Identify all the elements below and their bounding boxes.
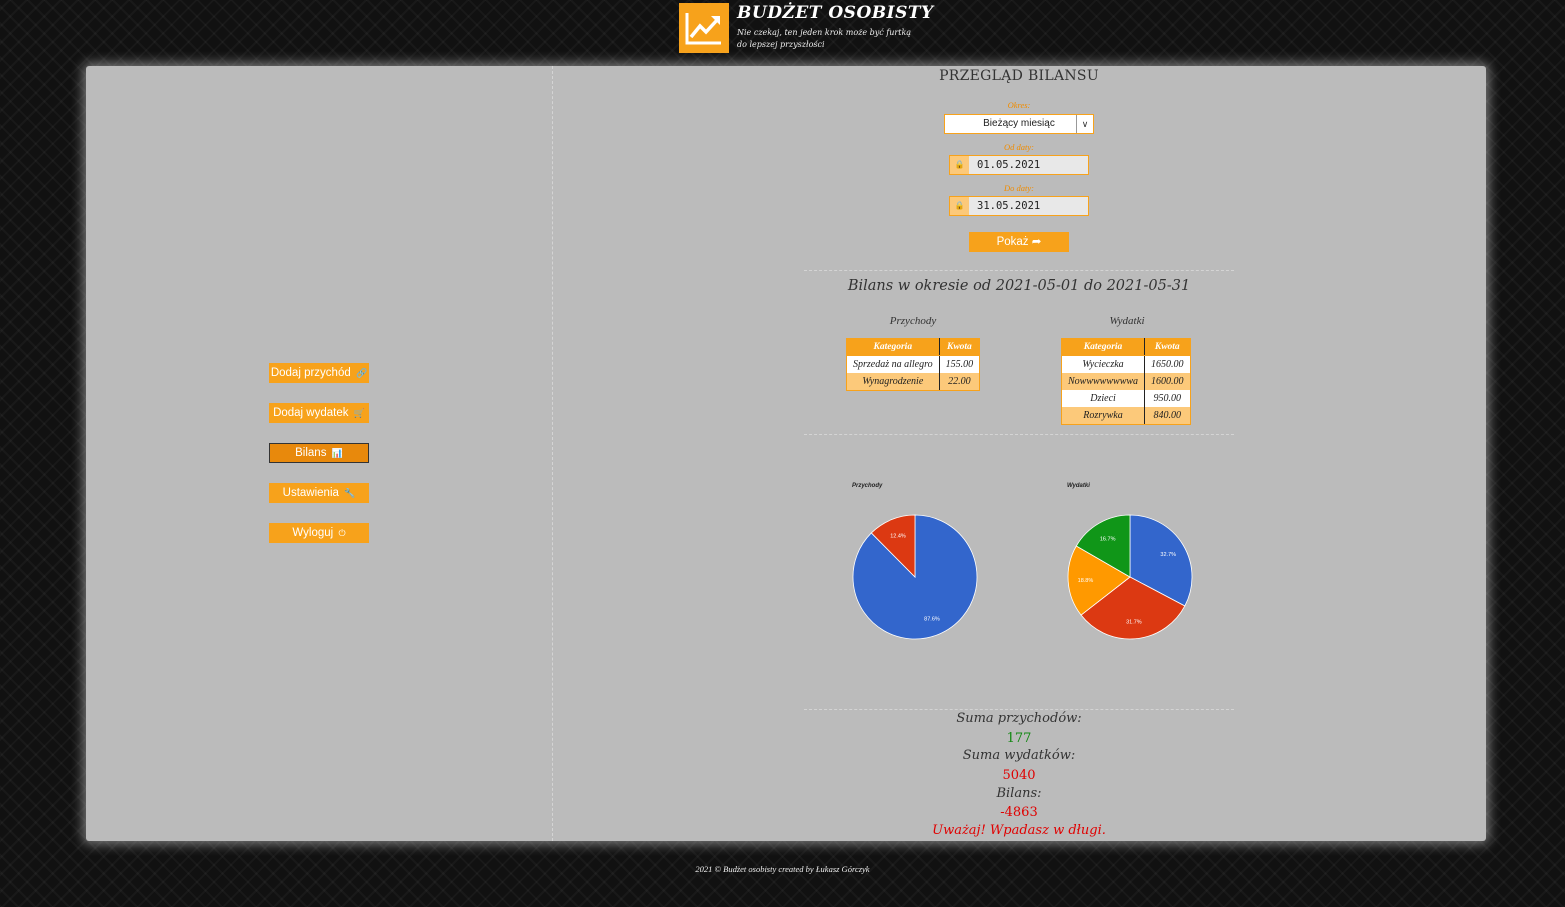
table-cell: Sprzedaż na allegro [846,355,940,373]
table-cell: Dzieci [1060,390,1146,407]
to-date-field[interactable]: 🔒 31.05.2021 [949,196,1089,216]
table-cell: 950.00 [1144,390,1191,407]
brand-subtitle-line: Nie czekaj, ten jeden krok może być furt… [737,28,912,37]
table-cell: 1600.00 [1144,373,1191,390]
from-date-label: Od daty: [1004,142,1034,152]
table-cell: Wycieczka [1060,355,1146,373]
income-sum-value: 177 [1006,731,1032,746]
show-button-label: Pokaż [996,236,1029,248]
brand-subtitle-line: do lepszej przyszłości [737,40,825,49]
settings-label: Ustawienia [282,487,339,499]
income-table: Kategoria Kwota Sprzedaż na allegro 155.… [846,338,981,391]
table-cell: Wynagrodzenie [846,373,940,391]
trending-up-icon [685,13,721,45]
column-header: Kategoria [846,338,940,356]
column-header: Kwota [1144,338,1191,356]
balance-label: Bilans [295,447,327,459]
table-row: Wycieczka 1650.00 [1060,355,1191,373]
wrench-icon: 🔧 [344,488,356,498]
pie-slice-label: 18.8% [1078,578,1094,584]
footer: 2021 © Budżet osobisty created by Łukasz… [695,864,870,874]
debt-warning: Uważaj! Wpadasz w długi. [932,823,1106,838]
table-row: Rozrywka 840.00 [1060,407,1191,425]
pie-slice-label: 32.7% [1160,552,1176,558]
section-divider [804,709,1234,710]
pie-slice[interactable] [1080,576,1186,640]
from-date-field[interactable]: 🔒 01.05.2021 [949,155,1089,175]
income-pie-chart: 87.6% 12.4% [852,514,978,640]
logo[interactable] [679,3,729,53]
page-title: PRZEGLĄD BILANSU [939,68,1099,84]
add-expense-button[interactable]: Dodaj wydatek 🛒 [269,403,369,423]
table-row: Dzieci 950.00 [1060,390,1191,407]
expenses-chart-title: Wydatki [1067,483,1090,489]
expense-sum-label: Suma wydatków: [962,748,1076,763]
period-label: Okres: [1007,100,1031,110]
brand-title: BUDŻET OSOBISTY [737,3,934,23]
to-date-value: 31.05.2021 [977,200,1041,212]
logout-label: Wyloguj [292,527,334,539]
column-header: Kwota [938,338,981,356]
bar-chart-icon: 📊 [331,448,343,458]
add-expense-label: Dodaj wydatek [273,407,349,419]
table-cell: 840.00 [1144,407,1191,425]
link-icon: 🔗 [355,368,368,378]
table-row: Nowwwwwwwwa 1600.00 [1060,373,1191,390]
expense-sum-value: 5040 [1002,768,1036,783]
table-cell: Rozrywka [1060,407,1146,425]
brand-subtitle: Nie czekaj, ten jeden krok może być furt… [737,27,911,51]
vertical-divider [552,66,553,841]
balance-button[interactable]: Bilans 📊 [269,443,369,463]
pie-slice[interactable] [1067,545,1131,616]
balance-sum-label: Bilans: [996,786,1042,801]
table-cell: 1650.00 [1144,355,1191,373]
pie-slice-label: 12.4% [890,534,906,540]
income-sum-label: Suma przychodów: [956,711,1082,726]
add-income-label: Dodaj przychód [270,367,351,379]
lock-icon: 🔒 [950,156,969,174]
add-income-button[interactable]: Dodaj przychód 🔗 [269,363,369,383]
table-cell: Nowwwwwwwwa [1060,373,1146,390]
main-panel: Dodaj przychód 🔗 Dodaj wydatek 🛒 Bilans … [86,66,1486,841]
period-select-value: Bieżący miesiąc [983,118,1055,129]
expenses-table: Kategoria Kwota Wycieczka 1650.00 Nowwww… [1060,338,1191,425]
table-cell: 155.00 [938,355,981,373]
income-table-title: Przychody [889,315,937,327]
to-date-label: Do daty: [1004,183,1034,193]
period-select[interactable]: Bieżący miesiąc ∨ [944,114,1094,134]
balance-sum-value: -4863 [1000,805,1038,820]
power-icon: ⏻ [338,528,346,538]
column-header: Kategoria [1060,338,1146,356]
share-arrow-icon: ➦ [1031,236,1042,248]
section-divider [804,270,1234,271]
chevron-down-icon[interactable]: ∨ [1076,115,1093,133]
show-button[interactable]: Pokaż ➦ [969,232,1069,252]
section-divider [804,434,1234,435]
pie-slice-label: 31.7% [1126,619,1142,625]
income-chart-title: Przychody [852,483,883,489]
settings-button[interactable]: Ustawienia 🔧 [269,483,369,503]
logout-button[interactable]: Wyloguj ⏻ [269,523,369,543]
pie-slice[interactable] [870,514,916,578]
pie-slice-label: 87.6% [924,616,940,622]
pie-slice-label: 16.7% [1100,536,1116,542]
cart-icon: 🛒 [353,408,365,418]
pie-slice[interactable] [1075,514,1131,578]
expenses-pie-chart: 32.7% 31.7% 18.8% 16.7% [1067,514,1193,640]
lock-icon: 🔒 [950,197,969,215]
table-cell: 22.00 [938,373,981,391]
expenses-table-title: Wydatki [1109,315,1145,327]
from-date-value: 01.05.2021 [977,159,1041,171]
period-heading: Bilans w okresie od 2021-05-01 do 2021-0… [847,278,1191,294]
table-row: Sprzedaż na allegro 155.00 [846,355,981,373]
table-row: Wynagrodzenie 22.00 [846,373,981,391]
pie-slice[interactable] [1129,514,1193,607]
